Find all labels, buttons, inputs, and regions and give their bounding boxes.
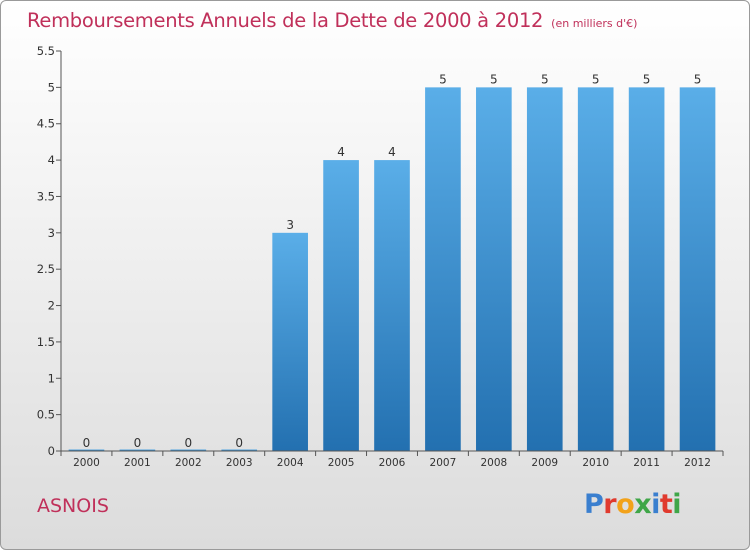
y-tick-label: 0 <box>48 444 55 458</box>
x-tick-label-2012: 2012 <box>684 457 711 469</box>
logo-letter: i <box>672 489 682 520</box>
y-tick-label: 2 <box>48 299 55 313</box>
x-tick-label-2011: 2011 <box>633 457 660 469</box>
y-tick-label: 3 <box>48 226 55 240</box>
data-label-2011: 5 <box>643 72 651 86</box>
data-label-2004: 3 <box>286 218 294 232</box>
bar-2011 <box>628 87 665 451</box>
data-label-2008: 5 <box>490 72 498 86</box>
y-tick-label: 3.5 <box>37 189 55 203</box>
commune-name: ASNOIS <box>37 495 109 517</box>
bar-2000 <box>68 449 105 451</box>
y-tick-label: 4.5 <box>37 117 55 131</box>
x-tick-label-2005: 2005 <box>328 457 355 469</box>
bar-2005 <box>323 160 359 451</box>
y-tick-label: 0.5 <box>37 408 55 422</box>
y-tick-label: 4 <box>48 153 55 167</box>
y-tick-label: 2.5 <box>37 262 55 276</box>
data-label-2006: 4 <box>388 145 396 159</box>
data-label-2001: 0 <box>134 436 142 450</box>
logo-letter: o <box>616 489 635 520</box>
bars-group: 0 0 0 0 3 4 4 5 5 5 5 5 5 <box>68 72 716 451</box>
x-tick-label-2004: 2004 <box>277 457 304 469</box>
data-label-2003: 0 <box>235 436 243 450</box>
bar-2003 <box>221 449 258 451</box>
bar-2006 <box>374 160 410 451</box>
x-tick-label-2002: 2002 <box>175 457 202 469</box>
chart-title: Remboursements Annuels de la Dette de 20… <box>27 9 637 32</box>
bar-2007 <box>425 87 461 451</box>
bar-2009 <box>526 87 563 451</box>
bar-2001 <box>119 449 156 451</box>
data-label-2012: 5 <box>694 72 702 86</box>
bar-2004 <box>272 232 308 451</box>
y-tick-label: 5 <box>48 80 55 94</box>
data-label-2000: 0 <box>83 436 91 450</box>
x-tick-label-2006: 2006 <box>379 457 406 469</box>
data-label-2010: 5 <box>592 72 600 86</box>
y-tick-label: 5.5 <box>37 44 55 58</box>
bar-2010 <box>577 87 614 451</box>
x-tick-label-2001: 2001 <box>124 457 151 469</box>
logo-letter: t <box>659 489 673 520</box>
data-label-2007: 5 <box>439 72 447 86</box>
logo-letter: i <box>651 489 660 520</box>
data-label-2009: 5 <box>541 72 549 86</box>
bar-2008 <box>476 87 512 451</box>
logo-letter: r <box>603 489 617 520</box>
x-tick-label-2008: 2008 <box>480 457 507 469</box>
bar-2002 <box>170 449 207 451</box>
x-tick-label-2003: 2003 <box>226 457 253 469</box>
data-label-2005: 4 <box>337 145 345 159</box>
logo-letter: x <box>634 489 652 520</box>
x-tick-label-2000: 2000 <box>73 457 100 469</box>
y-tick-label: 1 <box>48 371 55 385</box>
y-axis: 0 0.5 1 1.5 2 2.5 3 3.5 4 4.5 5 5.5 <box>37 44 62 458</box>
chart-title-text: Remboursements Annuels de la Dette de 20… <box>27 9 544 32</box>
bar-2012 <box>679 87 716 451</box>
x-axis: 2000 2001 2002 2003 2004 2005 2006 2007 2008 2009… <box>60 450 724 469</box>
proxiti-logo: Proxiti <box>584 489 682 520</box>
logo-letter: P <box>584 489 604 520</box>
x-tick-label-2009: 2009 <box>531 457 558 469</box>
chart-subtitle: (en milliers d'€) <box>551 17 638 30</box>
y-tick-label: 1.5 <box>37 335 55 349</box>
data-label-2002: 0 <box>184 436 192 450</box>
x-tick-label-2010: 2010 <box>582 457 609 469</box>
x-tick-label-2007: 2007 <box>430 457 457 469</box>
